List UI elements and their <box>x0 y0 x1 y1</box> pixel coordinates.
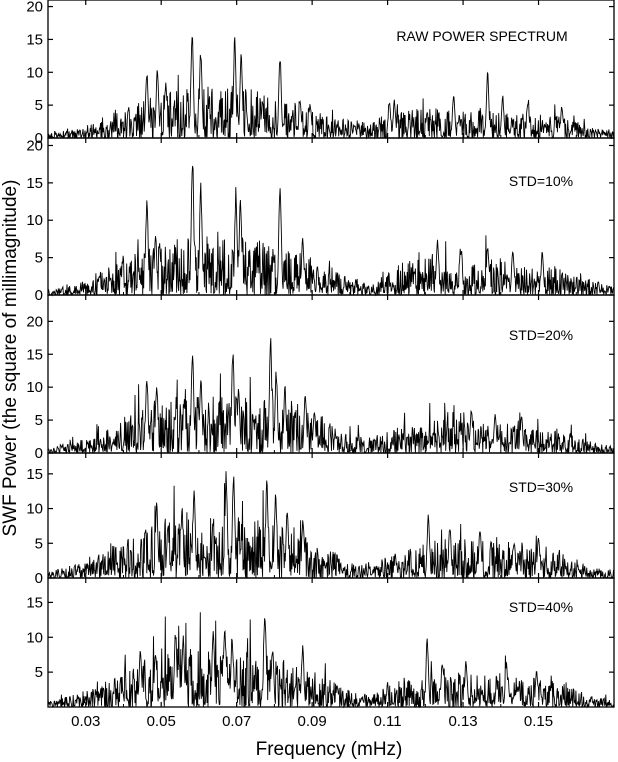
y-tick-label: 15 <box>26 175 43 192</box>
panel-label: RAW POWER SPECTRUM <box>396 28 567 44</box>
y-tick-label: 5 <box>35 97 43 114</box>
y-tick-label: 15 <box>26 594 43 611</box>
x-axis: 0.03 0.05 0.07 0.09 0.11 0.13 0.15 <box>47 0 577 730</box>
panel-label: STD=20% <box>509 327 573 343</box>
panel-1: 0 5 10 15 20 RAW POWER SPECTRUM <box>26 0 615 147</box>
y-tick-label: 5 <box>35 664 43 681</box>
x-tick-label: 0.05 <box>147 713 176 730</box>
x-tick-label: 0.11 <box>374 713 402 730</box>
y-tick-label: 20 <box>26 313 43 330</box>
panel-3: 0 5 10 15 20 STD=20% <box>26 294 615 462</box>
x-tick-label: 0.03 <box>71 713 100 730</box>
x-tick-label: 0.15 <box>524 713 553 730</box>
y-tick-label: 0 <box>35 570 43 587</box>
y-tick-label: 10 <box>26 64 43 81</box>
y-tick-label: 5 <box>35 250 43 267</box>
y-tick-label: 15 <box>26 466 43 483</box>
panel-label: STD=40% <box>509 599 573 615</box>
y-tick-label: 0 <box>35 130 43 147</box>
y-tick-label: 5 <box>35 535 43 552</box>
y-tick-label: 5 <box>35 412 43 429</box>
y-axis-title: SWF Power (the square of millimagnitude) <box>0 180 21 537</box>
spectrum-trace <box>47 612 615 709</box>
chart-panels: 0 5 10 15 20 RAW POWER SPECTRUM 0 5 10 15 20 STD=10… <box>26 0 615 709</box>
y-tick-label: 0 <box>35 287 43 304</box>
x-tick-label: 0.13 <box>448 713 477 730</box>
y-tick-label: 10 <box>26 379 43 396</box>
panel-frame <box>47 577 615 708</box>
spectrum-trace <box>47 36 615 140</box>
y-tick-label: 10 <box>26 629 43 646</box>
y-tick-label: 20 <box>26 0 43 16</box>
y-tick-label: 15 <box>26 346 43 363</box>
panel-label: STD=30% <box>509 479 573 495</box>
x-tick-label: 0.09 <box>298 713 327 730</box>
x-tick-label: 0.07 <box>222 713 251 730</box>
panel-4: 0 5 10 15 STD=30% <box>26 452 615 587</box>
panel-5: 5 10 15 STD=40% <box>26 577 615 709</box>
panel-label: STD=10% <box>509 173 573 189</box>
panel-frame <box>47 137 615 296</box>
y-tick-label: 10 <box>26 501 43 518</box>
spectrum-trace <box>47 471 615 580</box>
x-axis-title: Frequency (mHz) <box>256 739 403 760</box>
y-tick-label: 15 <box>26 31 43 48</box>
panel-2: 0 5 10 15 20 STD=10% <box>26 137 615 304</box>
spectrum-trace <box>47 165 615 297</box>
y-tick-label: 0 <box>35 445 43 462</box>
y-tick-label: 20 <box>26 137 43 154</box>
y-tick-label: 10 <box>26 212 43 229</box>
spectrum-trace <box>47 338 615 455</box>
